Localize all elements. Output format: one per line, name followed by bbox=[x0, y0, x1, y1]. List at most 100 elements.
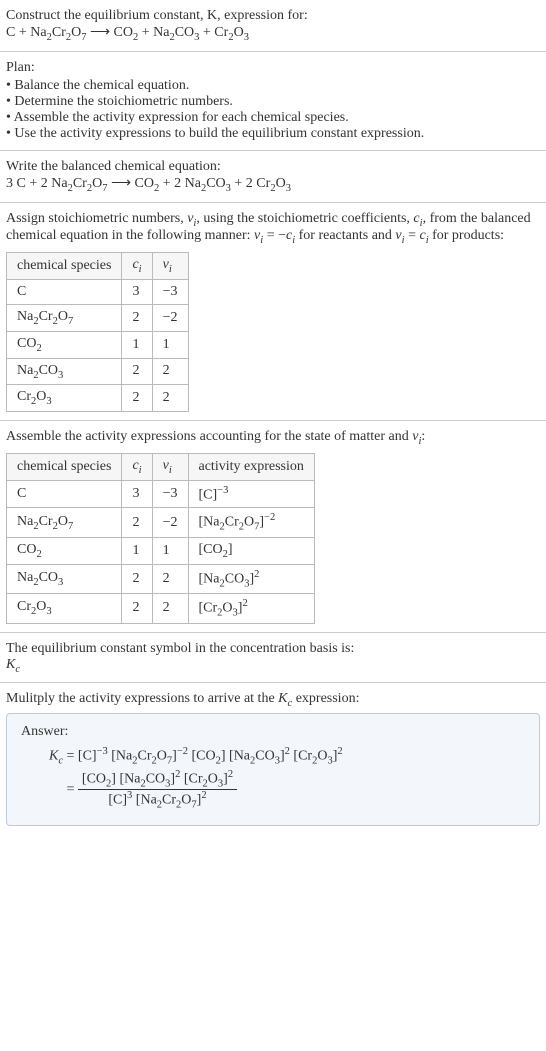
activity-part: Cr bbox=[225, 515, 239, 530]
species-part: Cr bbox=[17, 389, 31, 404]
eq-lhs-b: Cr bbox=[52, 25, 66, 40]
dbm: Cr bbox=[162, 793, 176, 808]
eq-rhs-e: O bbox=[234, 25, 244, 40]
bm: Cr bbox=[138, 749, 152, 764]
multiply-a: Mulitply the activity expressions to arr… bbox=[6, 691, 278, 706]
activity-cell: [C]−3 bbox=[188, 480, 314, 508]
species-part: Na bbox=[17, 363, 33, 378]
activity-cell: [Na2CO3]2 bbox=[188, 564, 314, 593]
prompt-section: Construct the equilibrium constant, K, e… bbox=[0, 0, 546, 51]
assign-p5: for products: bbox=[429, 228, 504, 243]
col-nui: νi bbox=[152, 253, 188, 280]
activity-exp: −2 bbox=[264, 512, 275, 523]
col-ci: ci bbox=[122, 253, 152, 280]
species-sub: 7 bbox=[68, 521, 73, 532]
beq-3: O bbox=[92, 176, 102, 191]
exp: 2 bbox=[228, 769, 233, 780]
sub-i: i bbox=[169, 465, 172, 476]
col-species: chemical species bbox=[7, 253, 122, 280]
cc: ] bbox=[221, 749, 229, 764]
nb: [Na bbox=[119, 771, 140, 786]
species-part: CO bbox=[17, 336, 36, 351]
assign-section: Assign stoichiometric numbers, νi, using… bbox=[0, 203, 546, 421]
table-row: Cr2O322[Cr2O3]2 bbox=[7, 594, 315, 623]
species-part: Cr bbox=[39, 309, 53, 324]
beq-7: + 2 Cr bbox=[231, 176, 270, 191]
activity-section: Assemble the activity expressions accoun… bbox=[0, 421, 546, 631]
plan-item: Assemble the activity expression for eac… bbox=[6, 110, 540, 126]
sub: 3 bbox=[286, 183, 291, 194]
ci-cell: 2 bbox=[122, 594, 152, 623]
ci-cell: 3 bbox=[122, 480, 152, 508]
table-header-row: chemical species ci νi activity expressi… bbox=[7, 453, 315, 480]
species-cell: Cr2O3 bbox=[7, 594, 122, 623]
plan-item: Use the activity expressions to build th… bbox=[6, 126, 540, 142]
activity-part: [C] bbox=[199, 487, 218, 502]
table-row: Na2CO322[Na2CO3]2 bbox=[7, 564, 315, 593]
beq-1: 3 C + 2 Na bbox=[6, 176, 68, 191]
exp: 2 bbox=[201, 790, 206, 801]
eq: = bbox=[63, 749, 78, 764]
eq2: = bbox=[63, 782, 78, 797]
table-row: C3−3 bbox=[7, 279, 189, 304]
beq-arrow: ⟶ bbox=[107, 176, 134, 191]
beq-5: + 2 Na bbox=[159, 176, 201, 191]
species-cell: C bbox=[7, 480, 122, 508]
K: K bbox=[6, 657, 15, 672]
species-part: CO bbox=[17, 542, 36, 557]
species-part: CO bbox=[39, 570, 58, 585]
eq-rhs-d: + Cr bbox=[199, 25, 228, 40]
balanced-header: Write the balanced chemical equation: bbox=[6, 159, 540, 175]
sub-i: i bbox=[169, 264, 172, 275]
species-sub: 2 bbox=[36, 343, 41, 354]
plan-item: Balance the chemical equation. bbox=[6, 78, 540, 94]
ci-cell: 2 bbox=[122, 508, 152, 537]
species-sub: 3 bbox=[46, 396, 51, 407]
activity-cell: [Na2Cr2O7]−2 bbox=[188, 508, 314, 537]
ci-cell: 2 bbox=[122, 304, 152, 331]
numerator: [CO2] [Na2CO3]2 [Cr2O3]2 bbox=[78, 769, 237, 790]
nui-cell: −3 bbox=[152, 279, 188, 304]
answer-line1: Kc = [C]−3 [Na2Cr2O7]−2 [CO2] [Na2CO3]2 … bbox=[49, 746, 525, 766]
exp: −3 bbox=[97, 746, 108, 757]
species-part: O bbox=[36, 389, 46, 404]
multiply-b: expression: bbox=[292, 691, 359, 706]
answer-box: Answer: Kc = [C]−3 [Na2Cr2O7]−2 [CO2] [N… bbox=[6, 713, 540, 825]
species-part: Na bbox=[17, 309, 33, 324]
balanced-equation: 3 C + 2 Na2Cr2O7 ⟶ CO2 + 2 Na2CO3 + 2 Cr… bbox=[6, 175, 540, 194]
b: [Na bbox=[111, 749, 132, 764]
col-species: chemical species bbox=[7, 453, 122, 480]
nbm: CO bbox=[146, 771, 165, 786]
eq-rhs-b: + Na bbox=[138, 25, 169, 40]
em: O bbox=[317, 749, 327, 764]
col-activity: activity expression bbox=[188, 453, 314, 480]
activity-part: ] bbox=[228, 542, 233, 557]
plan-header: Plan: bbox=[6, 60, 540, 76]
eq-lhs-a: C + Na bbox=[6, 25, 47, 40]
species-part: Na bbox=[17, 570, 33, 585]
activity-part: O bbox=[244, 515, 254, 530]
ci-cell: 1 bbox=[122, 331, 152, 358]
activity-part: CO bbox=[225, 571, 244, 586]
species-sub: 2 bbox=[36, 549, 41, 560]
species-part: O bbox=[36, 599, 46, 614]
table-row: Na2Cr2O72−2[Na2Cr2O7]−2 bbox=[7, 508, 315, 537]
nui-cell: 1 bbox=[152, 331, 188, 358]
sub-3b: 3 bbox=[244, 32, 249, 43]
species-part: C bbox=[17, 486, 26, 501]
answer-body: Kc = [C]−3 [Na2Cr2O7]−2 [CO2] [Na2CO3]2 … bbox=[49, 746, 525, 810]
species-part: Cr bbox=[17, 599, 31, 614]
stoichiometry-table: chemical species ci νi C3−3Na2Cr2O72−2CO… bbox=[6, 252, 189, 412]
answer-line2: Kc = [CO2] [Na2CO3]2 [Cr2O3]2 [C]3 [Na2C… bbox=[49, 769, 525, 811]
multiply-section: Mulitply the activity expressions to arr… bbox=[0, 683, 546, 833]
nui-cell: −2 bbox=[152, 304, 188, 331]
a: [C] bbox=[78, 749, 97, 764]
table-row: C3−3[C]−3 bbox=[7, 480, 315, 508]
bm2: O bbox=[157, 749, 167, 764]
kc-line1: The equilibrium constant symbol in the c… bbox=[6, 641, 540, 657]
beq-4: CO bbox=[135, 176, 154, 191]
species-sub: 3 bbox=[58, 577, 63, 588]
species-part: O bbox=[58, 514, 68, 529]
db: [Na bbox=[132, 793, 157, 808]
activity-header-a: Assemble the activity expressions accoun… bbox=[6, 429, 412, 444]
